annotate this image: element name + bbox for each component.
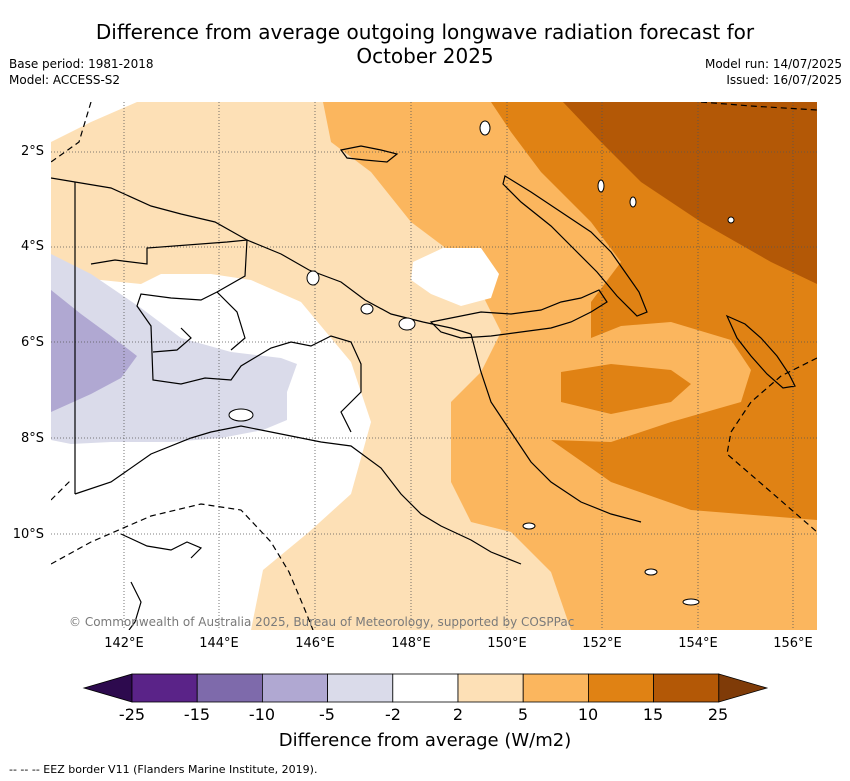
lat-tick-8s: 8°S — [20, 431, 44, 446]
colorbar-segment — [261, 673, 328, 703]
small-islands — [228, 120, 735, 606]
lat-tick-6s: 6°S — [20, 335, 44, 350]
anomaly-neg5-neg2-region — [51, 254, 297, 444]
colorbar-tick: 10 — [577, 705, 599, 724]
colorbar-tick: 15 — [642, 705, 664, 724]
lat-tick-4s: 4°S — [20, 239, 44, 254]
anomaly-15-25-region — [563, 102, 817, 284]
colorbar-tick: -5 — [319, 705, 335, 724]
colorbar-extend-low — [82, 673, 133, 703]
colorbar-tick: 25 — [707, 705, 729, 724]
colorbar-tick: -25 — [118, 705, 146, 724]
colorbar-label: Difference from average (W/m2) — [278, 730, 572, 751]
eez-footnote: -- -- -- EEZ border V11 (Flanders Marine… — [9, 763, 318, 776]
lat-tick-10s: 10°S — [12, 527, 44, 542]
lon-tick-148e: 148°E — [391, 636, 431, 651]
lon-tick-146e: 146°E — [295, 636, 335, 651]
lon-tick-154e: 154°E — [678, 636, 718, 651]
model-run: Model run: 14/07/2025 — [704, 57, 842, 71]
lon-tick-150e: 150°E — [487, 636, 527, 651]
colorbar-segment — [131, 673, 198, 703]
colorbar-segment — [653, 673, 720, 703]
title-line-2: October 2025 — [356, 44, 494, 68]
copyright-text: © Commonwealth of Australia 2025, Bureau… — [69, 615, 574, 629]
colorbar-segment — [196, 673, 263, 703]
colorbar-segment — [522, 673, 589, 703]
lon-tick-156e: 156°E — [773, 636, 813, 651]
map-panel: © Commonwealth of Australia 2025, Bureau… — [51, 102, 817, 630]
colorbar-tick: -2 — [385, 705, 401, 724]
model-name: Model: ACCESS-S2 — [9, 73, 121, 87]
neutral-patch-east — [411, 248, 499, 306]
colorbar-segment — [457, 673, 524, 703]
lon-tick-144e: 144°E — [199, 636, 239, 651]
meta-left: Base period: 1981-2018 Model: ACCESS-S2 — [9, 56, 154, 88]
title-line-1: Difference from average outgoing longwav… — [95, 20, 755, 44]
eez-borders — [51, 102, 817, 630]
anomaly-neg10-neg5-region — [51, 290, 137, 412]
map-title: Difference from average outgoing longwav… — [0, 20, 850, 68]
colorbar-tick: -10 — [248, 705, 276, 724]
colorbar-segment — [587, 673, 654, 703]
colorbar-tick: 5 — [517, 705, 529, 724]
lon-tick-142e: 142°E — [104, 636, 144, 651]
lon-tick-152e: 152°E — [582, 636, 622, 651]
meta-right: Model run: 14/07/2025 Issued: 16/07/2025 — [705, 56, 842, 88]
colorbar-tick: -15 — [183, 705, 211, 724]
colorbar-tick: 2 — [452, 705, 464, 724]
colorbar-segment — [327, 673, 394, 703]
colorbar-extend-high — [718, 673, 769, 703]
colorbar — [82, 673, 769, 703]
base-period: Base period: 1981-2018 — [9, 57, 154, 71]
colorbar-segment — [392, 673, 459, 703]
issued-date: Issued: 16/07/2025 — [726, 73, 842, 87]
lat-tick-2s: 2°S — [20, 144, 44, 159]
